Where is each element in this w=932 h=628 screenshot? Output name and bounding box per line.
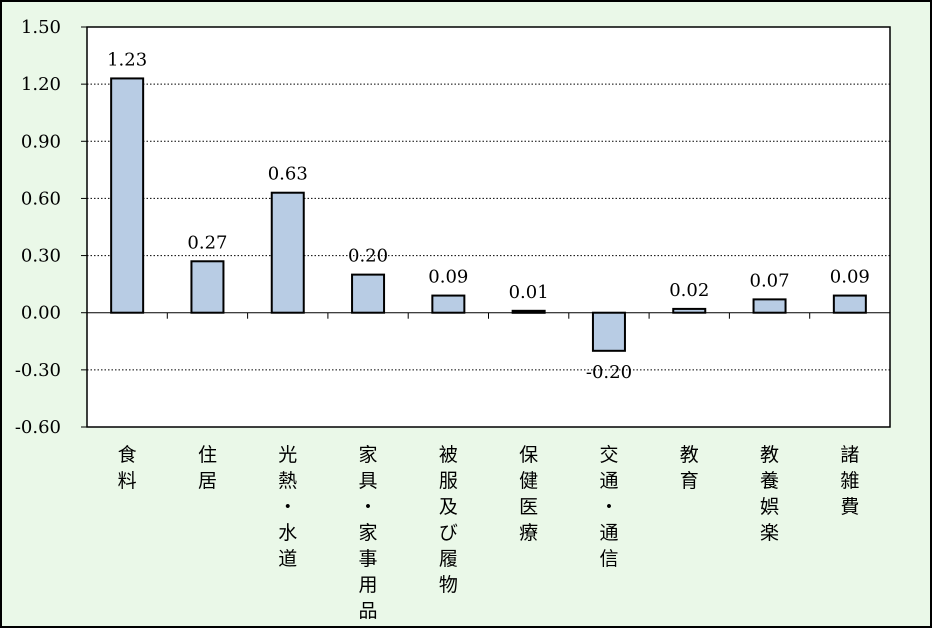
- y-tick-label: 0.00: [21, 303, 61, 324]
- x-category-label: 光熱・水道: [278, 444, 297, 570]
- bar: [431, 294, 466, 314]
- x-category-label: 食料: [118, 444, 137, 492]
- bar: [752, 298, 787, 314]
- bar: [110, 77, 145, 314]
- y-tick-label: 0.90: [21, 131, 61, 152]
- data-label: 0.01: [509, 282, 549, 303]
- labels: 1.50 1.20 0.90 0.60 0.30 0.00 -0.30 -0.60 1.23 食料…: [15, 17, 870, 622]
- y-tick-label: 0.30: [21, 246, 61, 267]
- y-tick-label: 1.20: [21, 74, 61, 95]
- x-category-label: 交通・通信: [599, 444, 618, 570]
- plot-area: [86, 26, 891, 428]
- y-tick-label: 1.50: [21, 17, 61, 38]
- y-tick-label: 0.60: [21, 188, 61, 209]
- bar: [270, 191, 305, 314]
- bar: [591, 311, 626, 352]
- x-category-label: 教養娯楽: [760, 444, 779, 544]
- x-category-label: 保健医療: [519, 444, 538, 544]
- data-label: 0.09: [428, 267, 468, 288]
- data-label: 0.27: [187, 232, 227, 253]
- data-label: 0.09: [830, 267, 870, 288]
- bar: [351, 273, 386, 314]
- data-label: 0.20: [348, 246, 388, 267]
- x-category-label: 家具・家事用品: [359, 444, 378, 622]
- bar: [832, 294, 867, 314]
- x-category-label: 被服及び履物: [439, 444, 458, 596]
- data-label: 0.63: [268, 164, 308, 185]
- x-category-label: 住居: [198, 444, 217, 492]
- bars: [110, 77, 867, 352]
- y-tick-label: -0.30: [15, 360, 61, 381]
- data-label: 0.02: [669, 280, 709, 301]
- data-label: 0.07: [750, 270, 790, 291]
- bar: [511, 309, 546, 314]
- bar: [672, 307, 707, 314]
- data-label: -0.20: [586, 362, 632, 383]
- data-label: 1.23: [107, 49, 147, 70]
- gridlines: [87, 83, 890, 371]
- bar: [190, 260, 225, 314]
- x-category-label: 教育: [680, 444, 699, 492]
- x-category-label: 諸雑費: [840, 444, 859, 518]
- y-tick-label: -0.60: [15, 417, 61, 438]
